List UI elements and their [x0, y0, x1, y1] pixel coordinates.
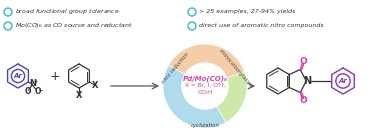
Text: O: O: [34, 87, 41, 95]
Text: +: +: [50, 70, 60, 83]
Circle shape: [189, 23, 195, 29]
Text: +: +: [34, 79, 38, 84]
Text: X = Br, I, OTf,: X = Br, I, OTf,: [185, 83, 225, 87]
Text: N: N: [29, 79, 36, 88]
Text: aminocarbonylation: aminocarbonylation: [217, 48, 253, 88]
Circle shape: [6, 10, 11, 14]
Text: O: O: [24, 87, 31, 95]
Text: Pd/Mo(CO)₆: Pd/Mo(CO)₆: [183, 76, 228, 82]
Text: X: X: [92, 81, 99, 90]
Text: X: X: [76, 91, 82, 99]
Circle shape: [6, 23, 11, 29]
Circle shape: [4, 22, 12, 30]
Text: Ar: Ar: [14, 73, 22, 79]
Text: CO₂H: CO₂H: [197, 90, 213, 95]
Circle shape: [188, 8, 196, 16]
Text: N: N: [303, 76, 311, 86]
Text: > 25 examples, 27-94% yields: > 25 examples, 27-94% yields: [199, 10, 295, 14]
Text: O: O: [299, 96, 307, 105]
Circle shape: [189, 10, 195, 14]
Text: direct use of aromatic nitro compounds: direct use of aromatic nitro compounds: [199, 23, 324, 29]
Text: −: −: [38, 87, 43, 92]
Wedge shape: [217, 72, 247, 122]
Text: O: O: [299, 57, 307, 66]
Circle shape: [188, 22, 196, 30]
Text: $\it{broad\ functional\ group\ tolerance}$: $\it{broad\ functional\ group\ tolerance…: [15, 7, 120, 17]
Text: cyclization: cyclization: [191, 123, 220, 128]
Text: Ar: Ar: [339, 78, 347, 84]
Wedge shape: [169, 44, 245, 78]
Circle shape: [182, 63, 228, 109]
Circle shape: [4, 8, 12, 16]
Wedge shape: [163, 65, 226, 128]
Text: $\it{Mo(CO)_6}$$\it{\ as\ CO\ source\ and\ reductant}$: $\it{Mo(CO)_6}$$\it{\ as\ CO\ source\ an…: [15, 22, 133, 30]
Text: nitro reduction: nitro reduction: [161, 51, 189, 85]
